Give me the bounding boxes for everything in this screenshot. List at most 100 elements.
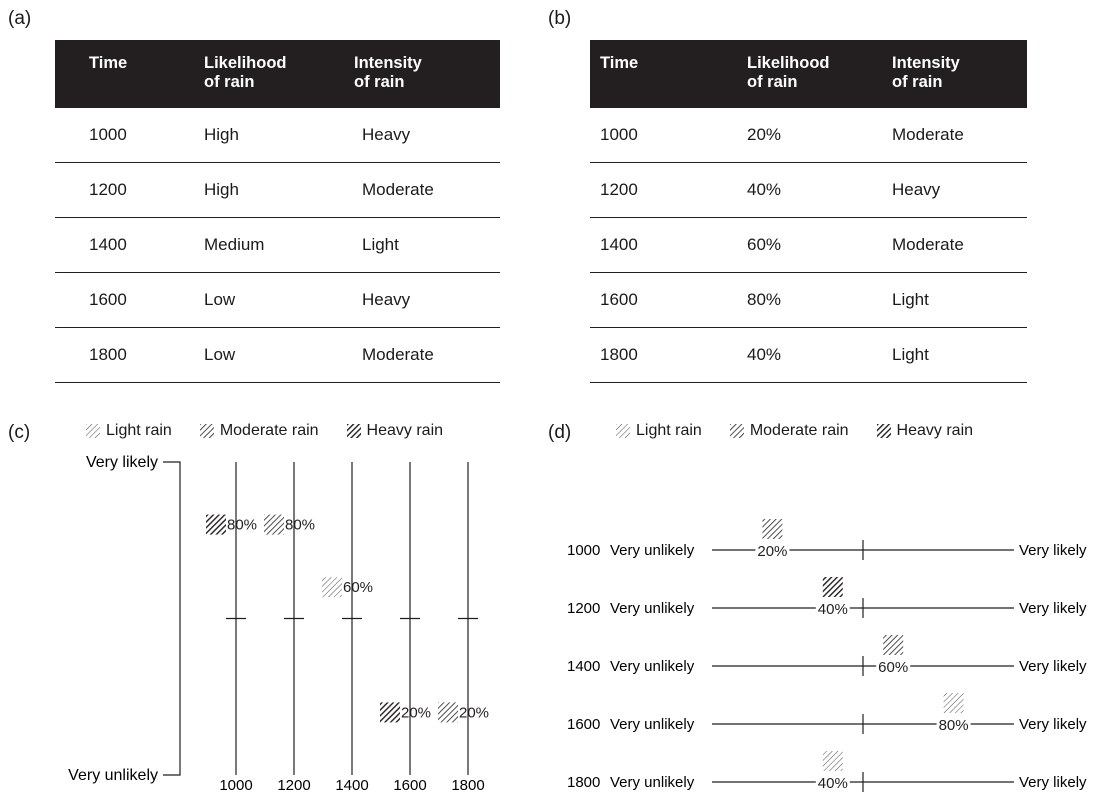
- table-cell-time: 1200: [590, 162, 747, 218]
- legend-d: Light rain Moderate rain Heavy rain: [616, 422, 1001, 440]
- likelihood-data-label: 80%: [939, 717, 969, 734]
- table-cell-intensity: Heavy: [892, 162, 1027, 218]
- data-label-background: [815, 599, 850, 615]
- table-cell-intensity: Light: [892, 327, 1027, 383]
- table-a-header-intensity: Intensity of rain: [354, 40, 500, 108]
- likelihood-data-label: 40%: [818, 775, 848, 792]
- likelihood-data-label: 40%: [818, 601, 848, 618]
- table-cell-time: 1000: [590, 108, 747, 163]
- rain-intensity-marker: [822, 577, 843, 597]
- table-a-header-time: Time: [55, 40, 204, 108]
- rain-intensity-marker: [762, 519, 783, 539]
- moderate-rain-swatch-icon: [730, 424, 744, 438]
- panel-b-label: (b): [548, 8, 572, 29]
- time-tick-label: 1400: [335, 777, 368, 793]
- legend-label: Moderate rain: [219, 422, 319, 439]
- rain-intensity-marker: [943, 693, 964, 713]
- rain-intensity-marker: [883, 635, 904, 655]
- table-row: 1200 40% Heavy: [590, 162, 1027, 218]
- legend-item-moderate: Moderate rain: [200, 422, 319, 440]
- likelihood-data-label: 80%: [227, 517, 257, 534]
- likelihood-data-label: 20%: [459, 704, 489, 721]
- very-likely-label: Very likely: [86, 454, 158, 471]
- table-cell-time: 1400: [55, 217, 204, 273]
- legend-item-heavy: Heavy rain: [347, 422, 443, 440]
- table-b-body: 1000 20% Moderate 1200 40% Heavy 1400 60% Mode…: [590, 108, 1027, 383]
- likelihood-data-label: 80%: [285, 517, 315, 534]
- table-cell-time: 1600: [590, 272, 747, 328]
- data-label-background: [936, 715, 971, 731]
- very-likely-label: Very likely: [1019, 774, 1087, 791]
- time-label: 1600: [567, 716, 600, 733]
- table-a-body: 1000 High Heavy 1200 High Moderate 1400 Mediu…: [55, 108, 500, 383]
- table-cell-time: 1400: [590, 217, 747, 273]
- panel-a-label: (a): [8, 8, 32, 29]
- rain-intensity-marker: [322, 577, 342, 598]
- legend-label: Heavy rain: [896, 422, 974, 439]
- very-unlikely-label: Very unlikely: [610, 774, 695, 791]
- table-cell-intensity: Light: [354, 217, 500, 273]
- rain-intensity-marker: [438, 702, 458, 723]
- time-tick-label: 1600: [393, 777, 426, 793]
- panel-d-plot: 1000 Very unlikely Very likely 1200 Very unl…: [567, 519, 1087, 792]
- very-unlikely-label: Very unlikely: [610, 658, 695, 675]
- legend-label: Light rain: [106, 422, 172, 439]
- light-rain-swatch-icon: [616, 424, 630, 438]
- very-likely-label: Very likely: [1019, 716, 1087, 733]
- table-cell-intensity: Light: [892, 272, 1027, 328]
- panel-c-plot: Very likely Very unlikely 1000 1200 1400 16…: [68, 454, 489, 793]
- table-cell-intensity: Heavy: [354, 272, 500, 328]
- table-cell-intensity: Moderate: [354, 327, 500, 383]
- moderate-rain-swatch-icon: [200, 424, 214, 438]
- table-cell-time: 1200: [55, 162, 204, 218]
- time-tick-label: 1000: [219, 777, 252, 793]
- table-cell-time: 1800: [590, 327, 747, 383]
- time-label: 1200: [567, 600, 600, 617]
- table-cell-time: 1000: [55, 108, 204, 163]
- table-row: 1800 40% Light: [590, 327, 1027, 383]
- table-b-header-time: Time: [590, 40, 747, 108]
- table-cell-likelihood: 40%: [747, 162, 892, 218]
- table-row: 1800 Low Moderate: [55, 327, 500, 383]
- time-label: 1400: [567, 658, 600, 675]
- very-likely-label: Very likely: [1019, 600, 1087, 617]
- table-cell-likelihood: Low: [204, 272, 354, 328]
- data-label-background: [876, 657, 911, 673]
- panel-d-marks: 20% 40% 60% 80% 40%: [755, 519, 971, 792]
- very-unlikely-label: Very unlikely: [68, 767, 158, 784]
- legend-label: Moderate rain: [749, 422, 849, 439]
- time-tick-label: 1200: [277, 777, 310, 793]
- table-cell-likelihood: High: [204, 108, 354, 163]
- table-cell-likelihood: 60%: [747, 217, 892, 273]
- table-cell-intensity: Moderate: [892, 108, 1027, 163]
- very-unlikely-label: Very unlikely: [610, 542, 695, 559]
- table-b: Time Likelihood of rain Intensity of rain …: [590, 40, 1027, 383]
- table-cell-intensity: Moderate: [354, 162, 500, 218]
- time-label: 1800: [567, 774, 600, 791]
- likelihood-data-label: 20%: [757, 543, 787, 560]
- very-likely-label: Very likely: [1019, 658, 1087, 675]
- legend-item-moderate: Moderate rain: [730, 422, 849, 440]
- table-cell-time: 1800: [55, 327, 204, 383]
- time-label: 1000: [567, 542, 600, 559]
- table-row: 1400 60% Moderate: [590, 217, 1027, 273]
- panel-c-marks: 80% 80% 60% 20% 20%: [206, 514, 489, 723]
- rain-intensity-marker: [822, 751, 843, 771]
- table-cell-likelihood: 40%: [747, 327, 892, 383]
- panel-d-axes: 1000 Very unlikely Very likely 1200 Very unl…: [567, 540, 1087, 792]
- very-likely-label: Very likely: [1019, 542, 1087, 559]
- table-row: 1000 High Heavy: [55, 108, 500, 163]
- table-b-header-intensity: Intensity of rain: [892, 40, 1027, 108]
- time-tick-label: 1800: [451, 777, 484, 793]
- data-label-background: [755, 541, 790, 557]
- heavy-rain-swatch-icon: [877, 424, 891, 438]
- legend-item-light: Light rain: [86, 422, 172, 440]
- table-cell-likelihood: 80%: [747, 272, 892, 328]
- table-row: 1000 20% Moderate: [590, 108, 1027, 163]
- legend-c: Light rain Moderate rain Heavy rain: [86, 422, 471, 440]
- table-cell-time: 1600: [55, 272, 204, 328]
- likelihood-data-label: 20%: [401, 704, 431, 721]
- very-unlikely-label: Very unlikely: [610, 600, 695, 617]
- table-cell-likelihood: Medium: [204, 217, 354, 273]
- panel-d-label: (d): [548, 422, 572, 443]
